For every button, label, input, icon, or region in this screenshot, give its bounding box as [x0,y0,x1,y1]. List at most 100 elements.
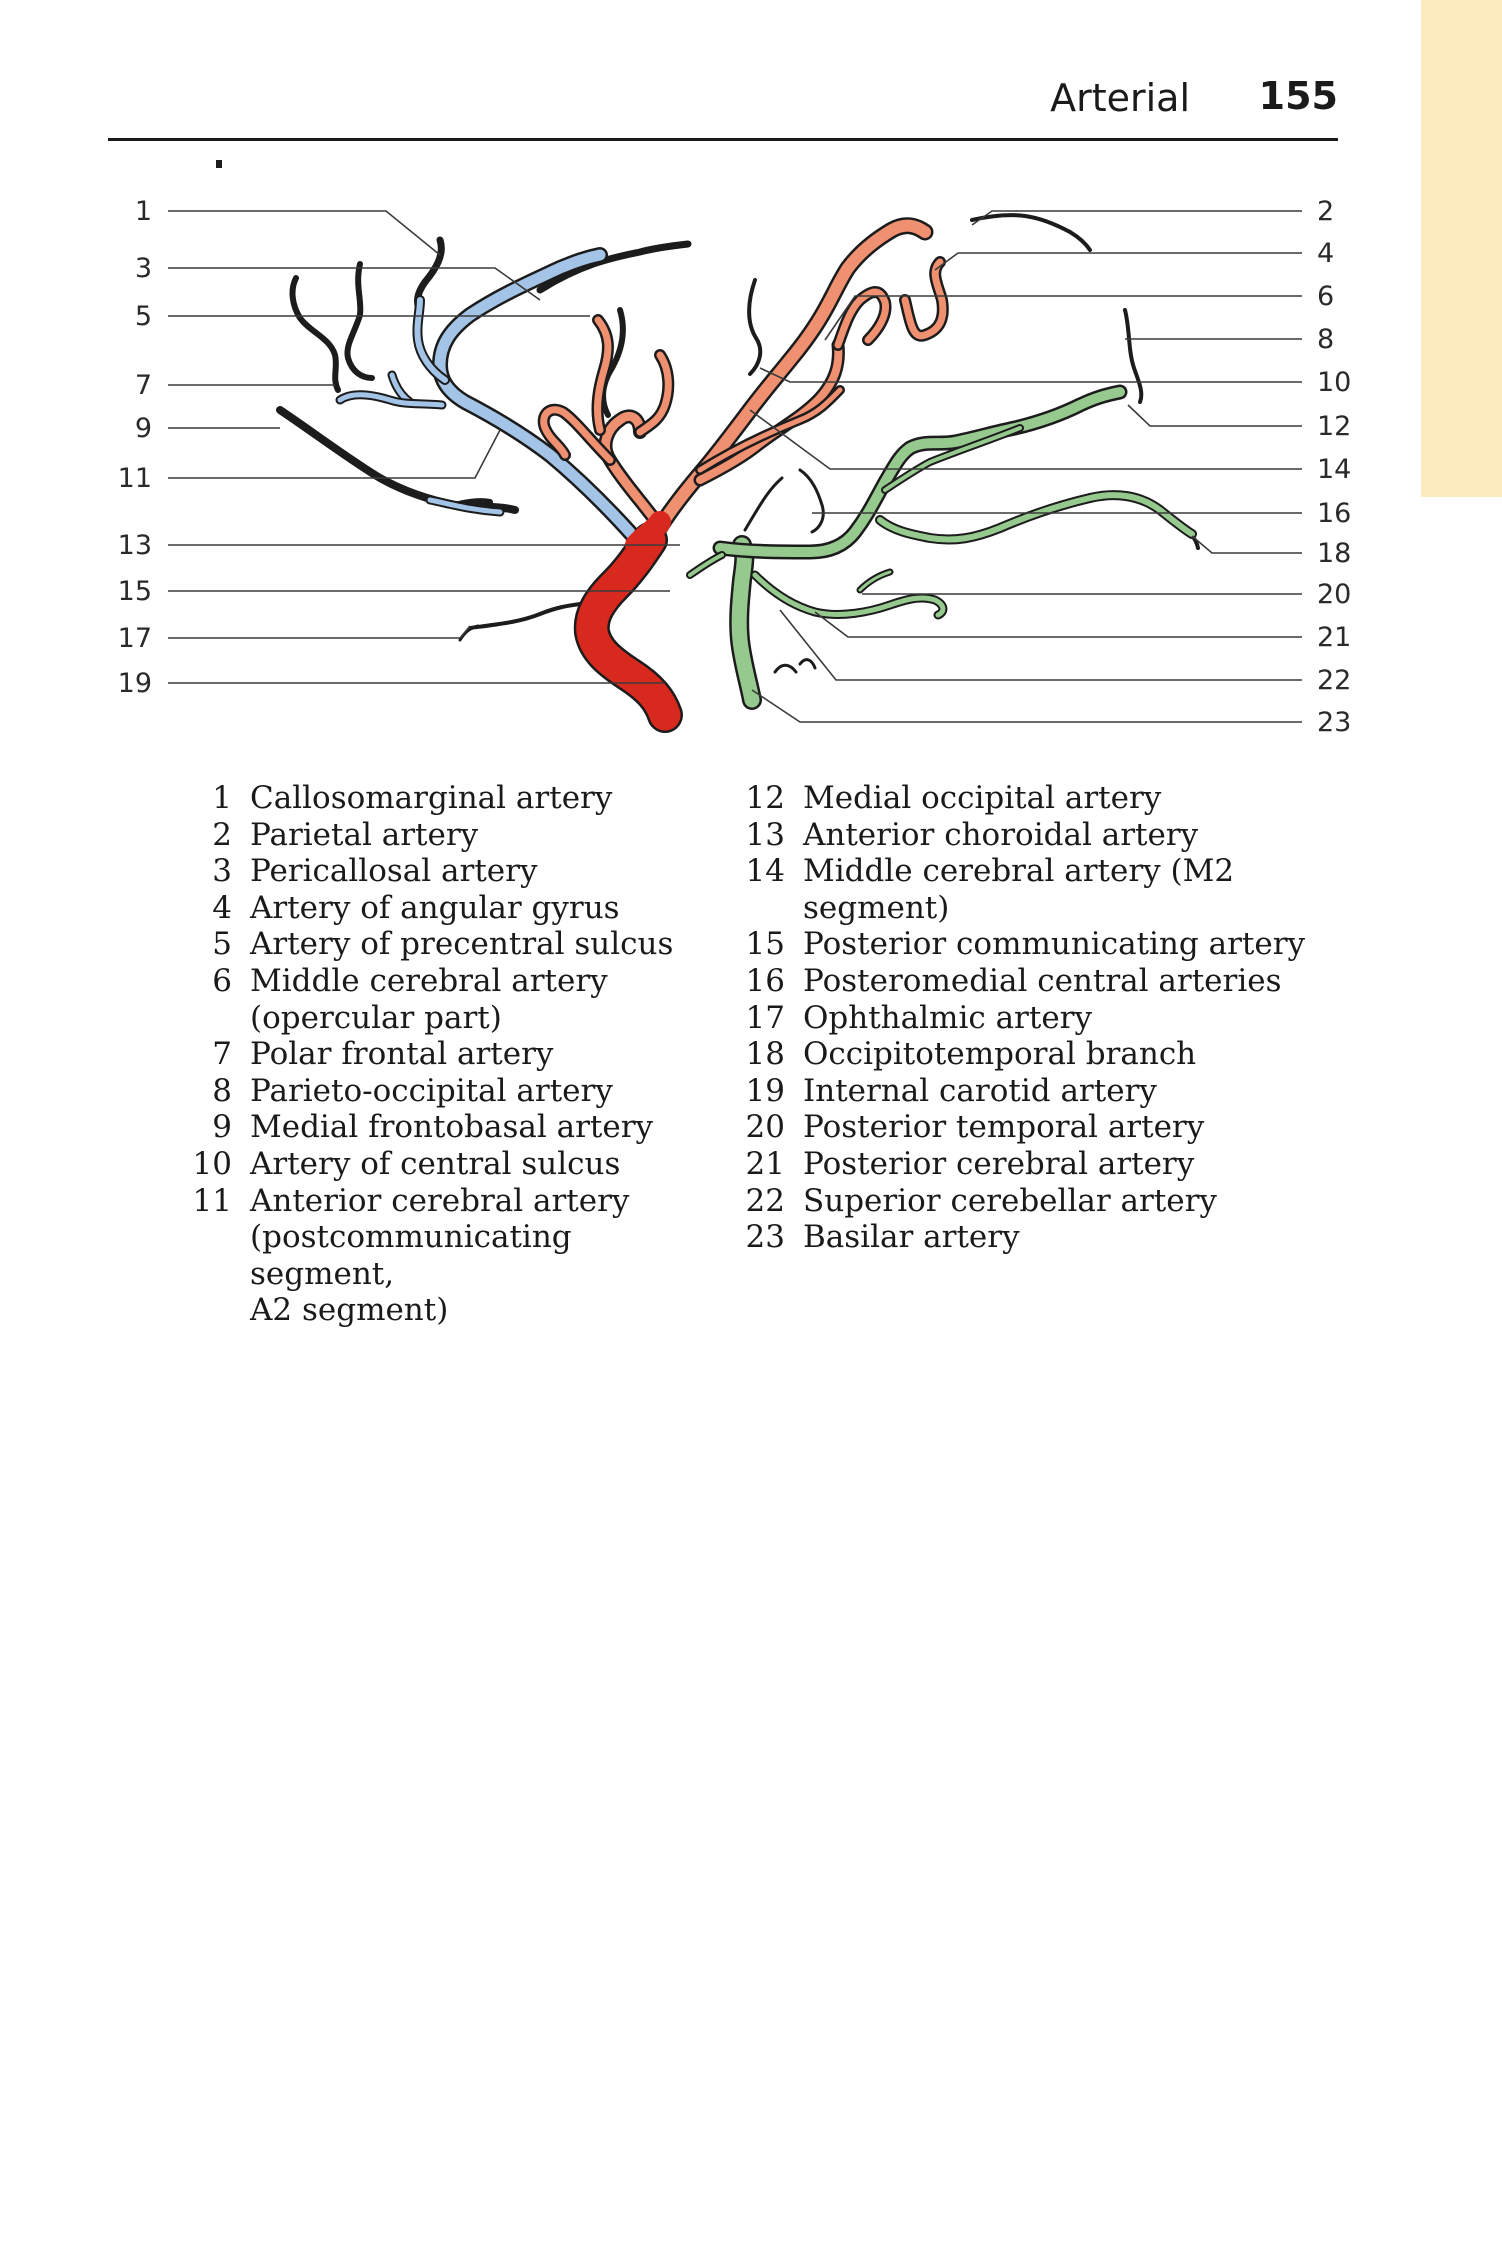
legend-label: Callosomarginal artery [250,780,613,816]
legend-number: 2 [212,816,232,853]
callout-number: 4 [1317,238,1334,269]
legend-item: 18 Occipitotemporal branch [733,1036,1373,1073]
mark [216,160,222,168]
legend-label: Internal carotid artery [803,1072,1157,1109]
callout-number: 5 [135,301,152,332]
legend-label: Middle cerebral artery (opercular part) [250,962,608,1036]
legend-item: 14 Middle cerebral artery (M2 segment) [733,853,1373,926]
legend-number: 9 [212,1109,232,1146]
callout-number: 7 [135,370,152,401]
callout-number: 21 [1317,622,1351,653]
callout-number: 13 [118,530,152,561]
legend-item: 4 Artery of angular gyrus [180,890,700,927]
legend-item: 5 Artery of precentral sulcus [180,926,700,963]
legend-label: Anterior choroidal artery [803,816,1199,853]
leader-lines [168,210,1302,723]
callout-number: 17 [118,623,152,654]
legend-item: 10 Artery of central sulcus [180,1146,700,1183]
legend-number: 20 [745,1109,785,1146]
page-number: 155 [1258,74,1338,118]
posterior-circulation-vessels [686,384,1197,710]
legend-number: 12 [745,780,785,816]
callouts-right: 2 4 6 8 10 12 14 16 18 20 21 22 23 [1317,196,1351,738]
legend-item: 16 Posteromedial central arteries [733,963,1373,1000]
legend-item: 12 Medial occipital artery [733,780,1373,817]
legend-label: Posterior temporal artery [803,1109,1205,1146]
callout-number: 1 [135,196,152,227]
legend-label: Superior cerebellar artery [803,1182,1217,1219]
legend-item: 11 Anterior cerebral artery (postcommunic… [180,1183,700,1329]
legend-right-column: 12 Medial occipital artery 13 Anterior chor… [733,780,1373,1256]
legend-number: 19 [745,1072,785,1109]
legend-label: Artery of angular gyrus [250,889,620,926]
legend-label: Posterior communicating artery [803,926,1306,963]
callout-number: 9 [135,413,152,444]
legend-label: Ophthalmic artery [803,999,1093,1036]
legend-label: Anterior cerebral artery (postcommunicat… [250,1182,630,1329]
legend-item: 23 Basilar artery [733,1219,1373,1256]
callout-number: 23 [1317,707,1351,738]
callout-number: 11 [118,463,152,494]
legend-number: 15 [745,926,785,963]
anterior-cerebral-vessels [335,247,643,546]
legend-item: 7 Polar frontal artery [180,1036,700,1073]
legend-number: 1 [212,780,232,816]
legend-item: 19 Internal carotid artery [733,1073,1373,1110]
legend-label: Pericallosal artery [250,853,538,890]
legend-number: 13 [745,816,785,853]
middle-cerebral-vessels [537,217,949,544]
legend-item: 2 Parietal artery [180,817,700,854]
callout-number: 14 [1317,454,1351,485]
callout-number: 15 [118,576,152,607]
callout-number: 19 [118,668,152,699]
legend-item: 20 Posterior temporal artery [733,1109,1373,1146]
legend-label: Basilar artery [803,1219,1020,1256]
legend-number: 7 [212,1036,232,1073]
legend-item: 22 Superior cerebellar artery [733,1183,1373,1220]
callout-number: 18 [1317,538,1351,569]
legend-number: 6 [212,962,232,999]
legend-item: 9 Medial frontobasal artery [180,1109,700,1146]
legend-number: 11 [192,1182,232,1219]
legend-label: Parieto-occipital artery [250,1072,613,1109]
callout-number: 8 [1317,324,1334,355]
legend-number: 4 [212,889,232,926]
legend-number: 3 [212,853,232,890]
legend-number: 14 [745,853,785,890]
callout-number: 22 [1317,665,1351,696]
legend-number: 23 [745,1219,785,1256]
legend-number: 10 [192,1145,232,1182]
legend-item: 15 Posterior communicating artery [733,926,1373,963]
legend-number: 5 [212,926,232,963]
legend-label: Parietal artery [250,816,479,853]
callout-number: 6 [1317,281,1334,312]
legend-number: 17 [745,999,785,1036]
legend-number: 22 [745,1182,785,1219]
legend-item: 8 Parieto-occipital artery [180,1073,700,1110]
legend-left-column: 1 Callosomarginal artery 2 Parietal artery 3… [180,780,700,1329]
legend-item: 1 Callosomarginal artery [180,780,700,817]
callout-number: 2 [1317,196,1334,227]
legend-number: 18 [745,1036,785,1073]
legend-label: Medial frontobasal artery [250,1109,654,1146]
legend-number: 8 [212,1072,232,1109]
section-title: Arterial [1050,76,1190,120]
legend-label: Middle cerebral artery (M2 segment) [803,853,1235,926]
legend-number: 16 [745,962,785,999]
legend-label: Posterior cerebral artery [803,1145,1195,1182]
page-header: Arterial 155 [108,70,1338,141]
chapter-tab [1421,0,1502,497]
callout-number: 20 [1317,579,1351,610]
callout-number: 16 [1317,498,1351,529]
legend-label: Occipitotemporal branch [803,1036,1197,1073]
callout-number: 12 [1317,411,1351,442]
legend-item: 17 Ophthalmic artery [733,1000,1373,1037]
legend-item: 3 Pericallosal artery [180,853,700,890]
legend-number: 21 [745,1145,785,1182]
legend-item: 6 Middle cerebral artery (opercular part) [180,963,700,1036]
callout-number: 10 [1317,367,1351,398]
legend-label: Medial occipital artery [803,780,1162,816]
internal-carotid-vessel [573,511,683,733]
legend-label: Posteromedial central arteries [803,962,1282,999]
